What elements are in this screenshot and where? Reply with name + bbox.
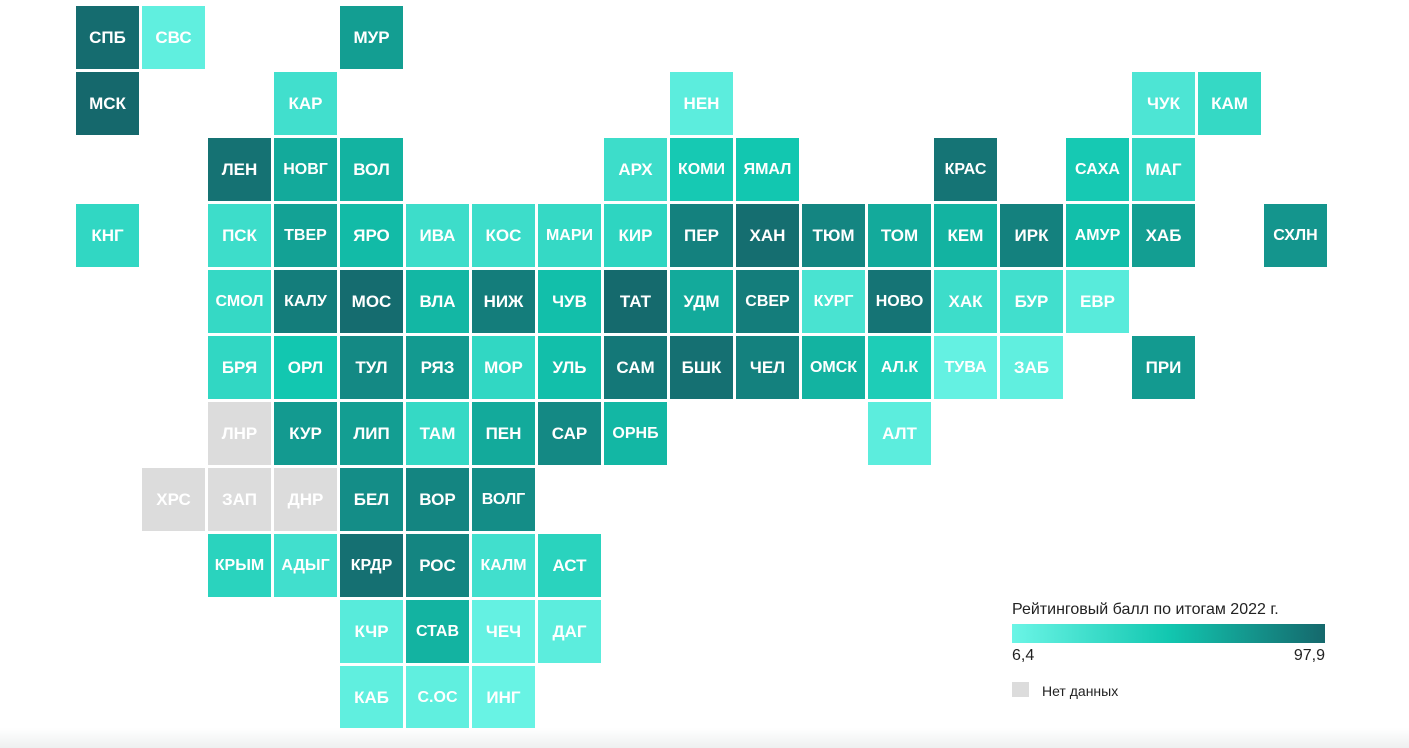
region-tile-1[interactable]: СВС <box>142 6 205 69</box>
region-tile-19[interactable]: ТВЕР <box>274 204 337 267</box>
legend-max-label: 97,9 <box>1293 647 1325 664</box>
region-tile-53[interactable]: УЛЬ <box>538 336 601 399</box>
region-tile-75[interactable]: ВОЛГ <box>472 468 535 531</box>
region-tile-17[interactable]: КНГ <box>76 204 139 267</box>
region-tile-21[interactable]: ИВА <box>406 204 469 267</box>
region-tile-22[interactable]: КОС <box>472 204 535 267</box>
region-tile-11[interactable]: АРХ <box>604 138 667 201</box>
region-tile-8[interactable]: ЛЕН <box>208 138 271 201</box>
region-tile-76[interactable]: КРЫМ <box>208 534 271 597</box>
region-tile-61[interactable]: ПРИ <box>1132 336 1195 399</box>
region-tile-24[interactable]: КИР <box>604 204 667 267</box>
region-tile-85[interactable]: ДАГ <box>538 600 601 663</box>
region-tile-31[interactable]: АМУР <box>1066 204 1129 267</box>
legend-title: Рейтинговый балл по итогам 2022 г. <box>1012 601 1279 618</box>
region-tile-33[interactable]: СХЛН <box>1264 204 1327 267</box>
region-tile-82[interactable]: КЧР <box>340 600 403 663</box>
region-tile-38[interactable]: НИЖ <box>472 270 535 333</box>
region-tile-0[interactable]: СПБ <box>76 6 139 69</box>
region-tile-79[interactable]: РОС <box>406 534 469 597</box>
region-tile-7[interactable]: КАМ <box>1198 72 1261 135</box>
region-tile-14[interactable]: КРАС <box>934 138 997 201</box>
region-tile-4[interactable]: КАР <box>274 72 337 135</box>
region-tile-28[interactable]: ТОМ <box>868 204 931 267</box>
region-tile-34[interactable]: СМОЛ <box>208 270 271 333</box>
region-tile-43[interactable]: КУРГ <box>802 270 865 333</box>
region-tile-86[interactable]: КАБ <box>340 666 403 729</box>
region-tile-71[interactable]: ЗАП <box>208 468 271 531</box>
region-tile-45[interactable]: ХАК <box>934 270 997 333</box>
region-tile-88[interactable]: ИНГ <box>472 666 535 729</box>
region-tile-74[interactable]: ВОР <box>406 468 469 531</box>
region-tile-72[interactable]: ДНР <box>274 468 337 531</box>
region-tile-5[interactable]: НЕН <box>670 72 733 135</box>
region-tile-44[interactable]: НОВО <box>868 270 931 333</box>
region-tile-59[interactable]: ТУВА <box>934 336 997 399</box>
region-tile-64[interactable]: ЛИП <box>340 402 403 465</box>
region-tile-39[interactable]: ЧУВ <box>538 270 601 333</box>
region-tile-27[interactable]: ТЮМ <box>802 204 865 267</box>
region-tile-49[interactable]: ОРЛ <box>274 336 337 399</box>
region-tile-25[interactable]: ПЕР <box>670 204 733 267</box>
region-tile-9[interactable]: НОВГ <box>274 138 337 201</box>
region-tile-58[interactable]: АЛ.К <box>868 336 931 399</box>
region-tile-41[interactable]: УДМ <box>670 270 733 333</box>
region-tile-29[interactable]: КЕМ <box>934 204 997 267</box>
region-tile-35[interactable]: КАЛУ <box>274 270 337 333</box>
region-tile-67[interactable]: САР <box>538 402 601 465</box>
region-tile-52[interactable]: МОР <box>472 336 535 399</box>
region-tile-55[interactable]: БШК <box>670 336 733 399</box>
region-tile-32[interactable]: ХАБ <box>1132 204 1195 267</box>
region-tile-46[interactable]: БУР <box>1000 270 1063 333</box>
legend-nodata-swatch <box>1012 682 1029 697</box>
region-tile-51[interactable]: РЯЗ <box>406 336 469 399</box>
region-tile-16[interactable]: МАГ <box>1132 138 1195 201</box>
region-tile-15[interactable]: САХА <box>1066 138 1129 201</box>
region-tile-2[interactable]: МУР <box>340 6 403 69</box>
region-tile-3[interactable]: МСК <box>76 72 139 135</box>
region-tile-87[interactable]: С.ОС <box>406 666 469 729</box>
region-tile-48[interactable]: БРЯ <box>208 336 271 399</box>
region-tile-6[interactable]: ЧУК <box>1132 72 1195 135</box>
region-tile-78[interactable]: КРДР <box>340 534 403 597</box>
region-tile-70[interactable]: ХРС <box>142 468 205 531</box>
region-tile-69[interactable]: АЛТ <box>868 402 931 465</box>
region-tile-65[interactable]: ТАМ <box>406 402 469 465</box>
region-tile-73[interactable]: БЕЛ <box>340 468 403 531</box>
region-tile-26[interactable]: ХАН <box>736 204 799 267</box>
legend: Рейтинговый балл по итогам 2022 г. 6,4 9… <box>1012 601 1325 701</box>
region-tile-20[interactable]: ЯРО <box>340 204 403 267</box>
legend-min-label: 6,4 <box>1012 647 1035 664</box>
region-tile-47[interactable]: ЕВР <box>1066 270 1129 333</box>
region-tile-37[interactable]: ВЛА <box>406 270 469 333</box>
region-tile-62[interactable]: ЛНР <box>208 402 271 465</box>
region-tile-40[interactable]: ТАТ <box>604 270 667 333</box>
region-tile-83[interactable]: СТАВ <box>406 600 469 663</box>
legend-nodata-label: Нет данных <box>1042 683 1119 699</box>
region-tile-54[interactable]: САМ <box>604 336 667 399</box>
region-tile-12[interactable]: КОМИ <box>670 138 733 201</box>
page-bottom-shade <box>0 728 1409 748</box>
region-tile-18[interactable]: ПСК <box>208 204 271 267</box>
region-tile-10[interactable]: ВОЛ <box>340 138 403 201</box>
region-tile-23[interactable]: МАРИ <box>538 204 601 267</box>
region-tile-81[interactable]: АСТ <box>538 534 601 597</box>
region-tile-42[interactable]: СВЕР <box>736 270 799 333</box>
region-tile-57[interactable]: ОМСК <box>802 336 865 399</box>
region-tile-30[interactable]: ИРК <box>1000 204 1063 267</box>
legend-color-bar <box>1012 624 1325 643</box>
region-tile-50[interactable]: ТУЛ <box>340 336 403 399</box>
region-tile-13[interactable]: ЯМАЛ <box>736 138 799 201</box>
region-tile-77[interactable]: АДЫГ <box>274 534 337 597</box>
region-tile-66[interactable]: ПЕН <box>472 402 535 465</box>
region-tile-63[interactable]: КУР <box>274 402 337 465</box>
region-tile-80[interactable]: КАЛМ <box>472 534 535 597</box>
region-tile-36[interactable]: МОС <box>340 270 403 333</box>
region-tile-56[interactable]: ЧЕЛ <box>736 336 799 399</box>
region-tile-68[interactable]: ОРНБ <box>604 402 667 465</box>
region-tile-84[interactable]: ЧЕЧ <box>472 600 535 663</box>
region-tile-60[interactable]: ЗАБ <box>1000 336 1063 399</box>
